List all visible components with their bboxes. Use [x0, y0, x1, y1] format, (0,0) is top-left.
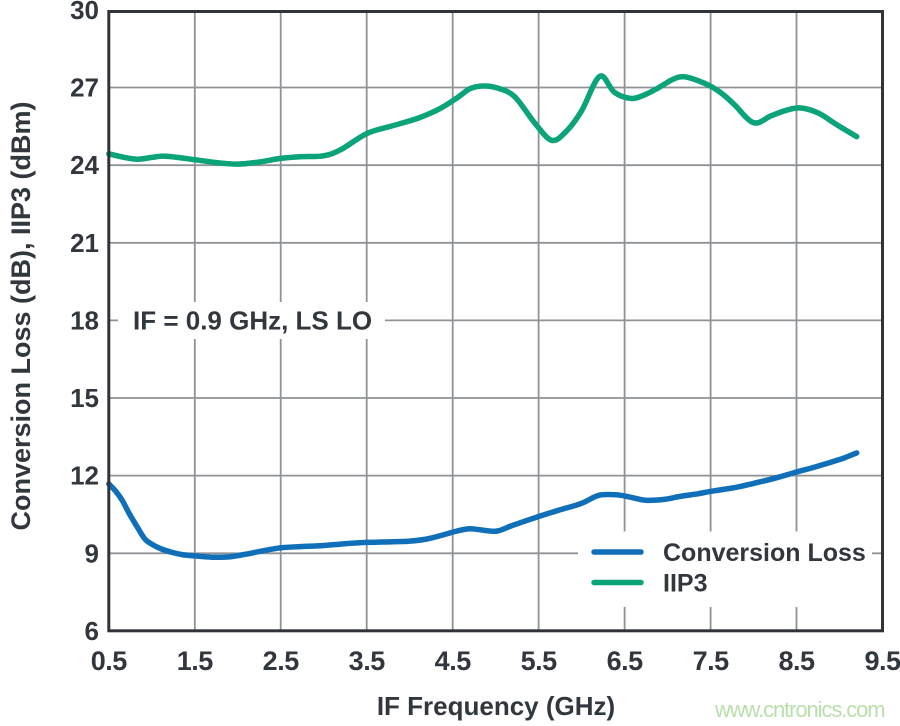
svg-text:5.5: 5.5 — [521, 646, 558, 676]
svg-text:9.5: 9.5 — [864, 646, 900, 676]
svg-text:15: 15 — [70, 383, 99, 413]
svg-text:6.5: 6.5 — [607, 646, 644, 676]
svg-text:8.5: 8.5 — [778, 646, 815, 676]
svg-text:6: 6 — [85, 616, 99, 646]
svg-text:27: 27 — [70, 73, 99, 103]
svg-text:0.5: 0.5 — [91, 646, 128, 676]
svg-text:IF = 0.9 GHz, LS LO: IF = 0.9 GHz, LS LO — [133, 306, 372, 336]
svg-text:IF Frequency (GHz): IF Frequency (GHz) — [377, 691, 615, 721]
svg-text:4.5: 4.5 — [435, 646, 472, 676]
svg-text:1.5: 1.5 — [177, 646, 214, 676]
svg-text:3.5: 3.5 — [349, 646, 386, 676]
svg-text:12: 12 — [70, 461, 99, 491]
svg-text:21: 21 — [70, 228, 99, 258]
svg-text:Conversion Loss (dB), IIP3 (dB: Conversion Loss (dB), IIP3 (dBm) — [6, 101, 36, 530]
svg-text:7.5: 7.5 — [693, 646, 730, 676]
svg-text:Conversion Loss: Conversion Loss — [663, 539, 866, 567]
svg-text:IIP3: IIP3 — [663, 570, 707, 598]
svg-text:24: 24 — [70, 150, 99, 180]
svg-text:18: 18 — [70, 305, 99, 335]
svg-text:2.5: 2.5 — [263, 646, 300, 676]
svg-text:30: 30 — [70, 0, 99, 25]
svg-text:www.cntronics.com: www.cntronics.com — [714, 697, 885, 722]
svg-text:9: 9 — [85, 538, 99, 568]
